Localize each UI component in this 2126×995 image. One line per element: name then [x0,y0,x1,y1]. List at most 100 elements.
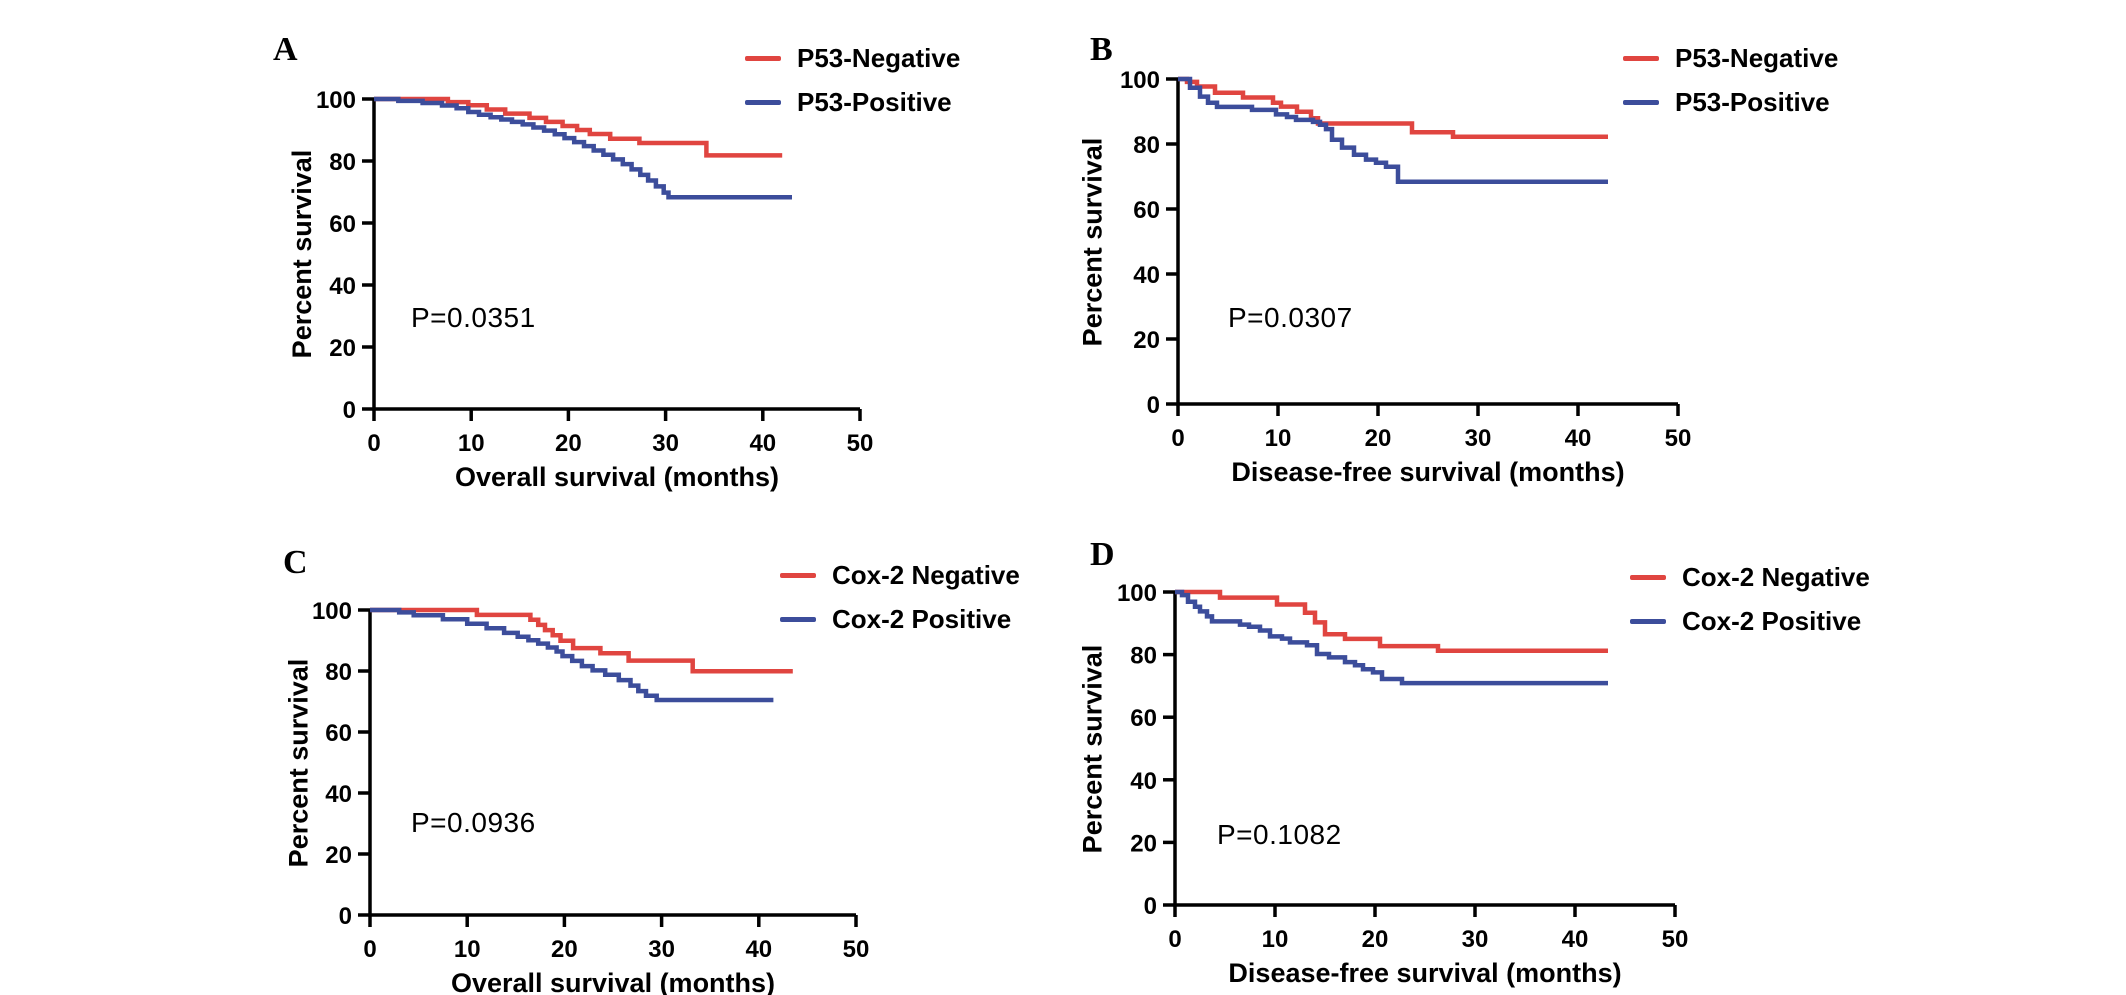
legend-label: Cox-2 Negative [832,560,1020,590]
x-axis-label: Overall survival (months) [454,462,780,492]
y-tick-label: 100 [1117,580,1157,607]
y-tick-label: 60 [1130,705,1157,732]
x-tick-label: 40 [749,430,776,457]
y-tick-label: 20 [329,335,356,362]
x-axis-label: Overall survival (months) [450,968,776,995]
p-value-annotation: P=0.1082 [1217,819,1342,850]
x-tick-label: 40 [1565,425,1592,452]
x-axis-label: Disease-free survival (months) [1228,958,1622,988]
survival-plot-svg: 0 20 40 60 80 100 0 10 20 30 40 50 [316,87,873,457]
survival-plot-svg: 0 20 40 60 80 100 0 10 20 30 40 50 [1117,580,1688,953]
axes: 0 20 40 60 80 100 0 10 20 30 40 50 [316,87,873,457]
legend-item: P53-Positive [745,87,960,117]
legend-line-swatch [1623,55,1659,61]
legend: P53-Negative P53-Positive [1623,43,1838,117]
x-tick-label: 0 [1168,926,1181,953]
legend-item: Cox-2 Negative [780,560,1020,590]
y-tick-label: 0 [1144,893,1157,920]
legend: Cox-2 Negative Cox-2 Positive [780,560,1020,634]
y-tick-label: 40 [329,273,356,300]
y-tick-label: 20 [325,842,352,869]
survival-plot-svg: 0 20 40 60 80 100 0 10 20 30 40 50 [312,598,869,963]
x-tick-label: 30 [1462,926,1489,953]
legend: Cox-2 Negative Cox-2 Positive [1630,562,1870,636]
y-tick-label: 100 [1120,67,1160,94]
y-tick-label: 20 [1133,327,1160,354]
panel-a: 0 20 40 60 80 100 0 10 20 30 40 50 A Percent surviv… [190,5,1090,502]
y-tick-label: 80 [325,659,352,686]
survival-plot-svg: 0 20 40 60 80 100 0 10 20 30 40 50 [1120,67,1691,452]
x-tick-label: 10 [1262,926,1289,953]
x-tick-label: 30 [1465,425,1492,452]
curve-p53-negative [374,96,783,158]
axes: 0 20 40 60 80 100 0 10 20 30 40 50 [1120,67,1691,452]
x-tick-label: 30 [648,936,675,963]
panel-d: 0 20 40 60 80 100 0 10 20 30 40 50 D Percent surviv… [1070,498,1970,995]
curve-cox-2-positive [370,607,774,703]
x-tick-label: 10 [1265,425,1292,452]
curve-cox-2-positive [1175,589,1608,686]
x-tick-label: 50 [843,936,870,963]
legend-line-swatch [745,99,781,105]
x-tick-label: 0 [1171,425,1184,452]
x-tick-label: 0 [367,430,380,457]
legend-line-swatch [780,572,816,578]
x-tick-label: 30 [652,430,679,457]
legend-label: P53-Negative [797,43,961,73]
y-tick-label: 40 [1130,768,1157,795]
y-axis-label: Percent survival [1077,644,1107,853]
y-tick-label: 80 [1133,132,1160,159]
legend-item: Cox-2 Positive [780,604,1020,634]
x-tick-label: 20 [555,430,582,457]
y-axis-label: Percent survival [1077,137,1107,346]
x-tick-label: 0 [363,936,376,963]
y-tick-label: 60 [325,720,352,747]
panel-c: 0 20 40 60 80 100 0 10 20 30 40 50 C Percent surviv… [190,498,1090,995]
x-tick-label: 50 [847,430,874,457]
y-tick-label: 100 [316,87,356,114]
x-axis-label: Disease-free survival (months) [1231,457,1625,487]
x-tick-label: 40 [1562,926,1589,953]
p-value-annotation: P=0.0936 [411,807,536,838]
curve-p53-positive [1178,76,1608,184]
y-tick-label: 60 [1133,197,1160,224]
y-tick-label: 0 [1147,392,1160,419]
axes: 0 20 40 60 80 100 0 10 20 30 40 50 [1117,580,1688,953]
legend-item: P53-Positive [1623,87,1838,117]
x-tick-label: 10 [454,936,481,963]
panel-letter: D [1090,536,1115,573]
y-tick-label: 60 [329,211,356,238]
legend-line-swatch [1623,99,1659,105]
x-tick-label: 40 [745,936,772,963]
x-tick-label: 10 [458,430,485,457]
y-tick-label: 0 [339,903,352,930]
legend-label: P53-Negative [1675,43,1839,73]
y-tick-label: 40 [325,781,352,808]
panel-letter: C [283,544,308,581]
axes: 0 20 40 60 80 100 0 10 20 30 40 50 [312,598,869,963]
legend-label: Cox-2 Negative [1682,562,1870,592]
x-tick-label: 20 [551,936,578,963]
legend-item: P53-Negative [745,43,960,73]
y-tick-label: 0 [343,397,356,424]
legend-label: P53-Positive [797,87,952,117]
x-tick-label: 20 [1365,425,1392,452]
y-tick-label: 80 [329,149,356,176]
curve-cox-2-negative [370,607,793,674]
x-tick-label: 50 [1665,425,1692,452]
p-value-annotation: P=0.0351 [411,302,536,333]
legend-item: Cox-2 Negative [1630,562,1870,592]
y-tick-label: 40 [1133,262,1160,289]
p-value-annotation: P=0.0307 [1228,302,1353,333]
legend-label: Cox-2 Positive [832,604,1012,634]
y-tick-label: 80 [1130,643,1157,670]
legend-item: P53-Negative [1623,43,1838,73]
legend-line-swatch [745,55,781,61]
y-tick-label: 20 [1130,830,1157,857]
y-tick-label: 100 [312,598,352,625]
legend-label: Cox-2 Positive [1682,606,1862,636]
legend-line-swatch [1630,574,1666,580]
legend-line-swatch [1630,618,1666,624]
curve-p53-positive [374,96,792,200]
